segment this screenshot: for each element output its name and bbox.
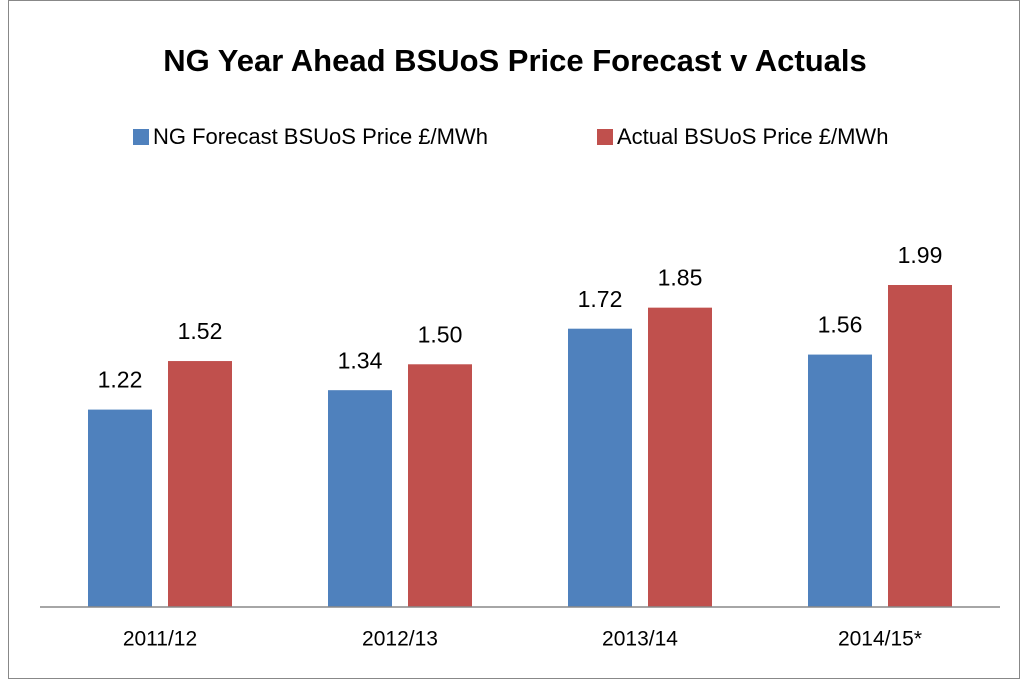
data-label: 1.52: [178, 318, 223, 344]
data-label: 1.50: [418, 321, 463, 347]
bar: [648, 307, 712, 607]
x-tick-label: 2011/12: [123, 628, 197, 651]
bar: [408, 364, 472, 607]
chart-title: NG Year Ahead BSUoS Price Forecast v Act…: [163, 43, 867, 78]
data-label: 1.85: [658, 265, 703, 291]
legend-label: NG Forecast BSUoS Price £/MWh: [153, 124, 488, 149]
bar: [88, 409, 152, 607]
x-tick-label: 2013/14: [602, 628, 678, 651]
bar: [168, 361, 232, 607]
bar: [328, 390, 392, 607]
bar: [808, 354, 872, 607]
data-label: 1.56: [818, 312, 863, 338]
legend-swatch: [597, 129, 613, 145]
data-label: 1.99: [898, 242, 943, 268]
legend-swatch: [133, 129, 149, 145]
x-tick-label: 2014/15*: [838, 628, 922, 651]
data-label: 1.72: [578, 286, 623, 312]
bar: [888, 285, 952, 607]
legend-label: Actual BSUoS Price £/MWh: [617, 124, 888, 149]
data-label: 1.22: [98, 367, 143, 393]
x-tick-label: 2012/13: [362, 628, 438, 651]
bar: [568, 328, 632, 607]
data-label: 1.34: [338, 347, 383, 373]
